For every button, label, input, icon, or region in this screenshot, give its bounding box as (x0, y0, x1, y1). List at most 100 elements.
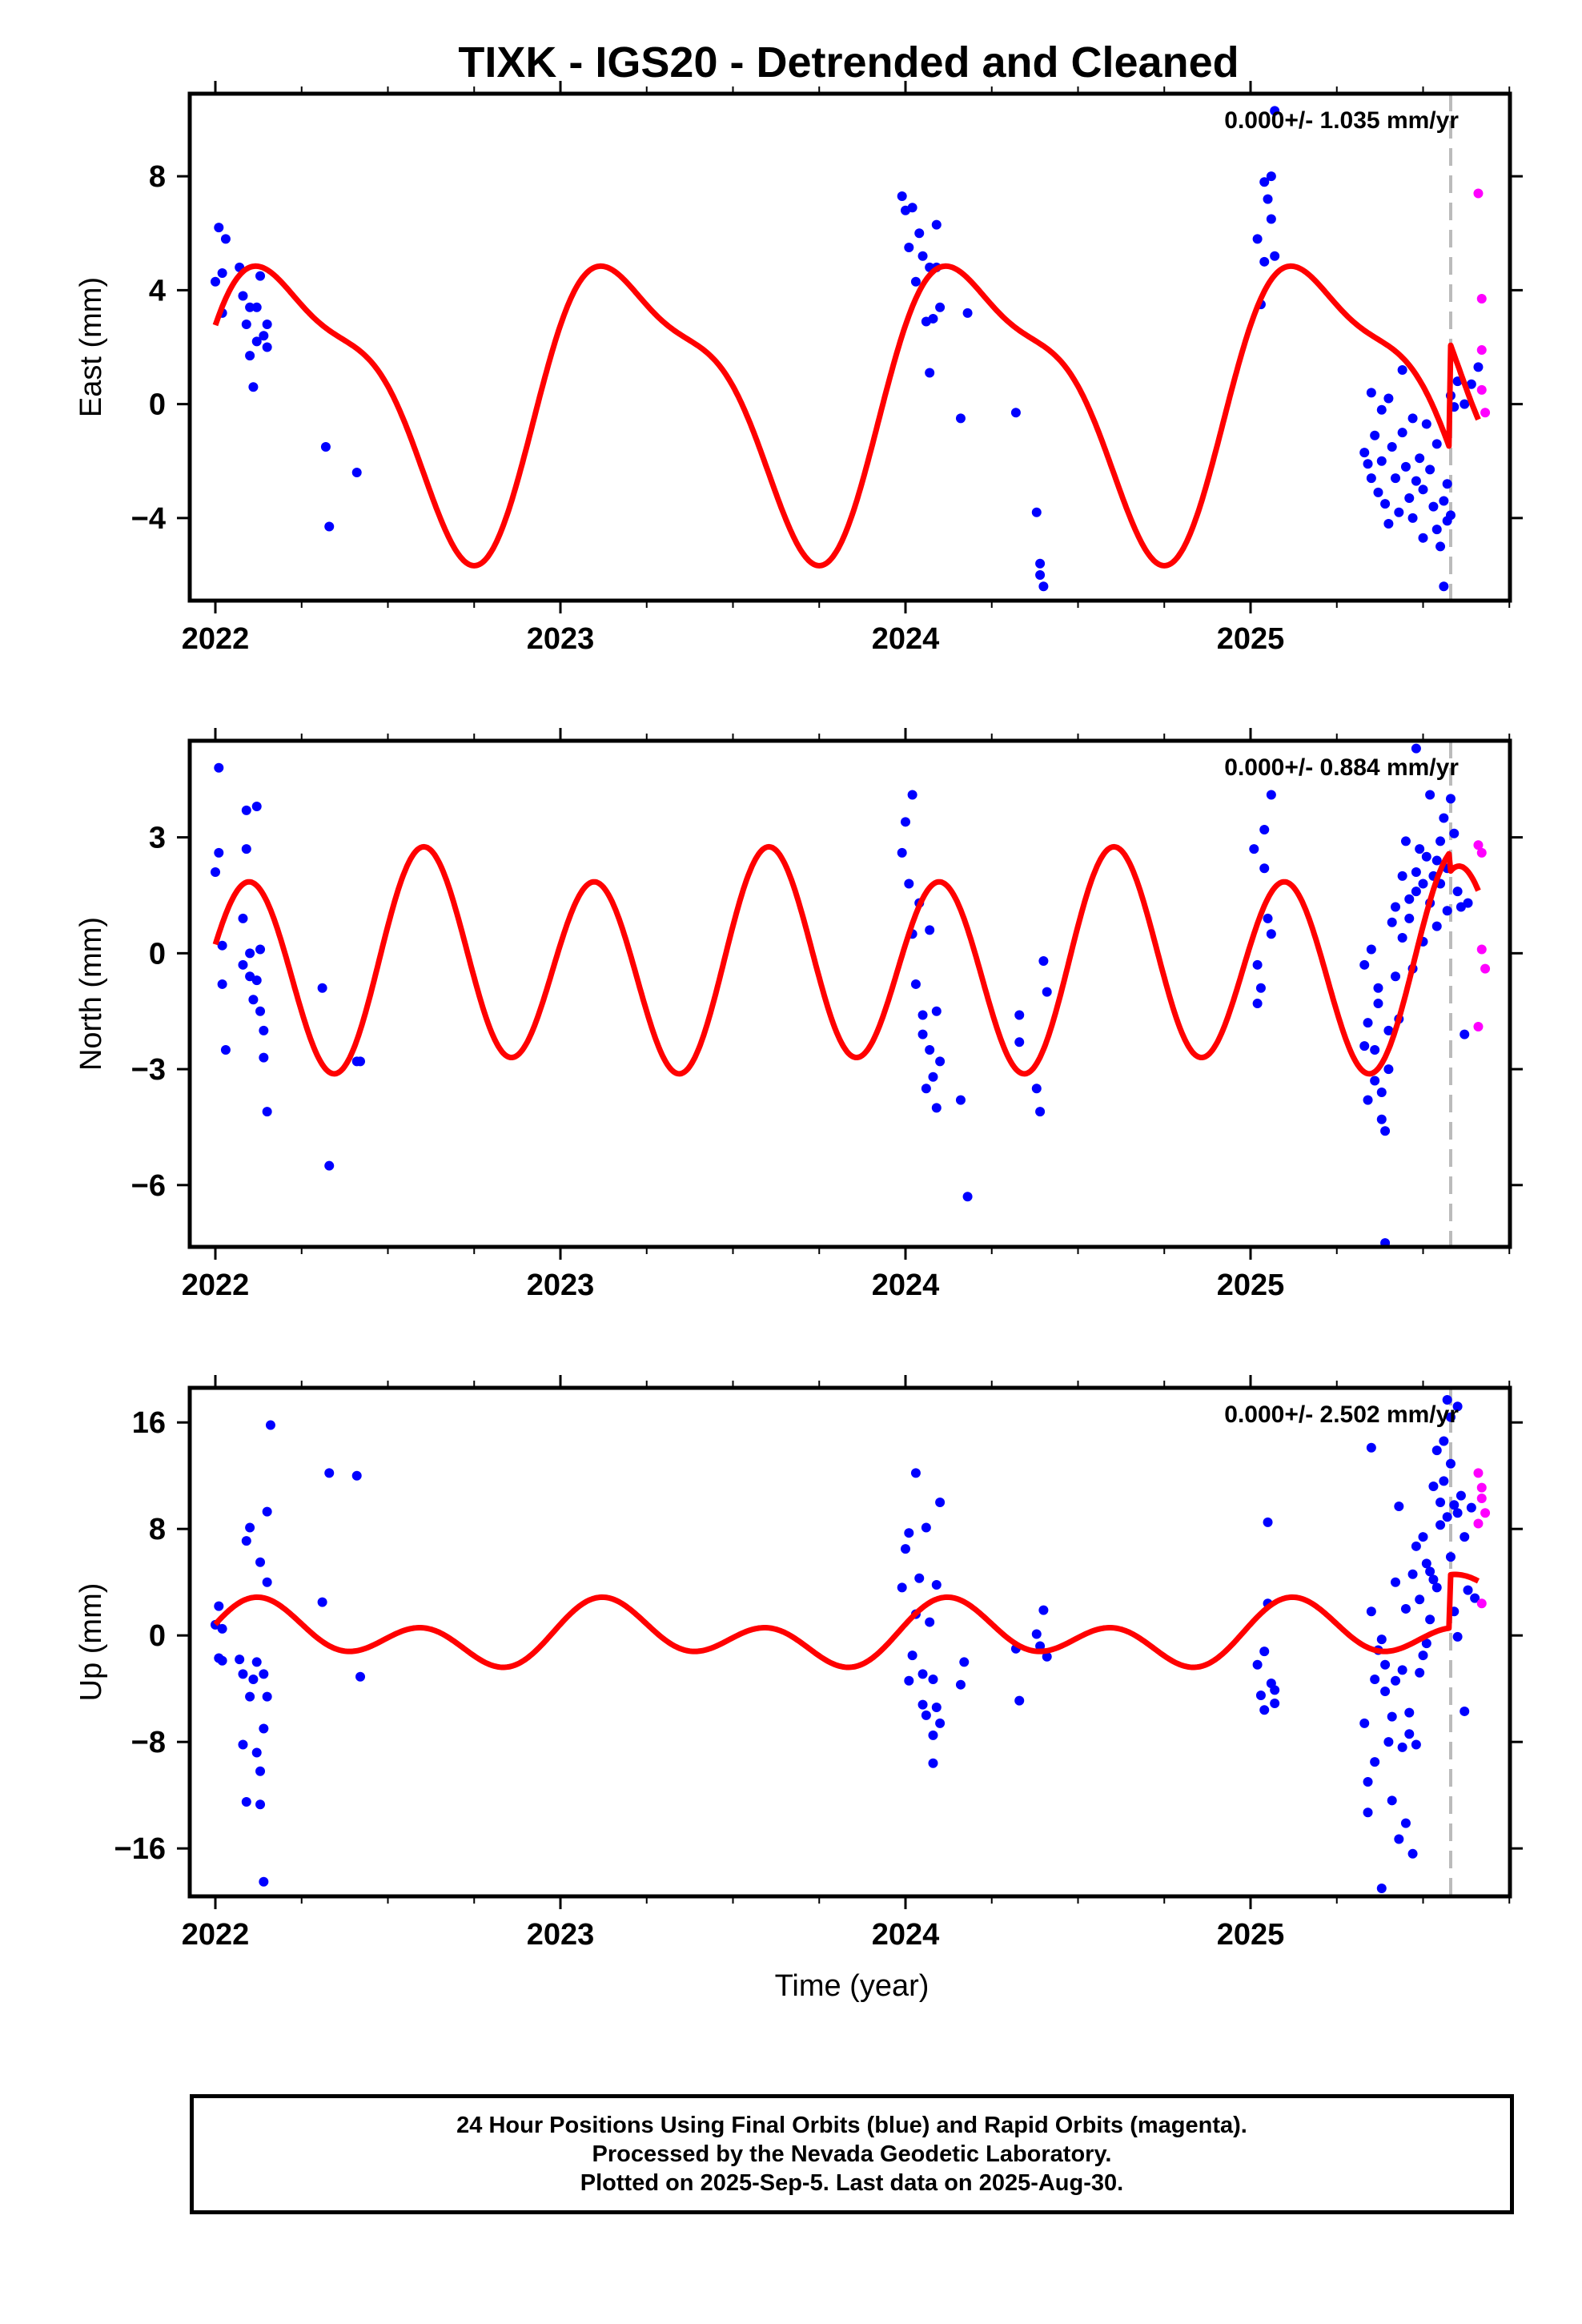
final-orbit-point (238, 1739, 248, 1750)
final-orbit-point (251, 802, 262, 812)
final-orbit-point (1035, 1641, 1046, 1651)
final-orbit-point (907, 790, 917, 800)
final-orbit-point (255, 1557, 266, 1567)
final-orbit-point (262, 320, 272, 330)
final-orbit-point (921, 1522, 931, 1533)
final-orbit-point (901, 817, 910, 827)
final-orbit-point (914, 1573, 925, 1583)
final-orbit-point (351, 467, 362, 477)
footer-line-plotted: Plotted on 2025-Sep-5. Last data on 2025… (580, 2170, 1124, 2196)
final-orbit-point (1014, 1695, 1025, 1706)
final-orbit-point (262, 1506, 272, 1517)
panel-east: 2022 2023 2024 2025 −4 0 4 8 East (mm) 0.000+/- 1… (74, 81, 1523, 656)
final-orbit-point (214, 1601, 224, 1611)
final-orbit-point (1473, 362, 1484, 372)
final-orbit-point (1400, 1818, 1411, 1828)
final-orbit-point (248, 1675, 259, 1685)
final-orbit-point (1363, 1807, 1373, 1818)
final-orbit-point (251, 1657, 262, 1667)
final-orbit-point (907, 1651, 917, 1661)
final-orbit-point (1435, 836, 1446, 846)
final-orbit-point (910, 979, 921, 989)
final-orbit-point (931, 219, 942, 230)
final-orbit-point (1415, 844, 1425, 854)
rate-annotation: 0.000+/- 0.884 mm/yr (1224, 754, 1459, 781)
final-orbit-point (904, 879, 914, 889)
rapid-orbit-point (1476, 1482, 1487, 1493)
final-orbit-point (1407, 1848, 1418, 1859)
final-orbit-point (262, 1577, 272, 1587)
final-orbit-point (959, 1657, 970, 1667)
rapid-orbit-point (1473, 1468, 1484, 1478)
final-orbit-point (248, 995, 259, 1005)
final-orbit-point (1370, 430, 1380, 440)
y-tick-label: −3 (131, 1053, 166, 1087)
final-orbit-point (1376, 1088, 1387, 1098)
final-orbit-point (1383, 1064, 1394, 1075)
final-orbit-point (1411, 1739, 1421, 1750)
final-orbit-point (238, 1669, 248, 1679)
final-orbit-point (955, 1679, 966, 1690)
final-orbit-point (259, 1052, 269, 1063)
final-orbit-point (1460, 1706, 1470, 1716)
rapid-orbit-point (1476, 847, 1487, 858)
final-orbit-point (928, 1675, 938, 1685)
rate-annotation: 0.000+/- 1.035 mm/yr (1224, 107, 1459, 134)
final-orbit-point (238, 959, 248, 970)
final-orbit-point (1394, 1834, 1404, 1844)
final-orbit-point (1259, 863, 1270, 874)
rate-annotation: 0.000+/- 2.502 mm/yr (1224, 1401, 1459, 1428)
final-orbit-point (1359, 959, 1370, 970)
final-orbit-point (1266, 929, 1276, 939)
rapid-orbit-point (1476, 1493, 1487, 1503)
final-orbit-point (1400, 836, 1411, 846)
y-tick-label: 0 (149, 937, 166, 971)
final-orbit-point (1428, 1574, 1439, 1585)
final-orbit-point (324, 1160, 335, 1171)
final-orbit-point (1035, 569, 1046, 580)
final-orbit-point (1394, 507, 1404, 517)
final-orbit-point (955, 413, 966, 424)
y-tick-label: 16 (132, 1406, 166, 1440)
final-orbit-point (928, 313, 938, 324)
x-tick-label: 2022 (182, 1269, 250, 1302)
final-orbit-point (1439, 581, 1449, 592)
final-orbit-point (259, 1669, 269, 1679)
model-curve (212, 263, 1481, 569)
final-orbit-point (1411, 887, 1421, 897)
final-orbit-point (910, 1468, 921, 1478)
final-orbit-point (1404, 1729, 1415, 1739)
final-orbit-point (1463, 1585, 1473, 1595)
final-orbit-point (897, 191, 907, 202)
final-orbit-point (1411, 1541, 1421, 1551)
final-orbit-point (1252, 1659, 1263, 1670)
final-orbit-point (1038, 581, 1049, 592)
final-orbit-point (1370, 1757, 1380, 1767)
final-orbit-point (217, 268, 227, 279)
final-orbit-point (255, 944, 266, 955)
final-orbit-point (1418, 1532, 1428, 1542)
final-orbit-point (217, 940, 227, 951)
final-orbit-point (897, 847, 907, 858)
final-orbit-point (1376, 1884, 1387, 1894)
final-orbit-point (251, 302, 262, 312)
final-orbit-point (1266, 790, 1276, 800)
final-orbit-point (1411, 867, 1421, 878)
final-orbit-point (1435, 541, 1446, 552)
final-orbit-point (1394, 1501, 1404, 1511)
final-orbit-point (931, 1702, 942, 1712)
y-axis-label: East (mm) (74, 277, 108, 417)
final-orbit-point (897, 1582, 907, 1593)
final-orbit-point (217, 1623, 227, 1634)
rapid-orbit-point (1473, 1022, 1484, 1032)
final-orbit-point (1442, 906, 1452, 916)
final-orbit-point (1387, 917, 1397, 927)
final-orbit-point (1252, 234, 1263, 244)
final-orbit-point (1431, 855, 1442, 866)
final-orbit-point (907, 203, 917, 213)
plot-frame (187, 91, 1512, 603)
model-curve (213, 1571, 1480, 1671)
x-tick-label: 2025 (1217, 1269, 1285, 1302)
final-orbit-point (1259, 256, 1270, 267)
final-orbit-point (265, 1420, 275, 1430)
